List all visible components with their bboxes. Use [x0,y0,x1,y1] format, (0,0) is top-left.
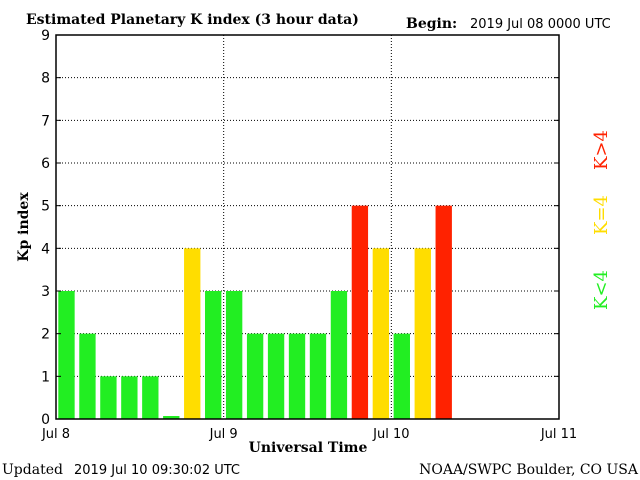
x-tick-label: Jul 10 [372,427,409,442]
x-tick-label: Jul 8 [41,427,70,442]
kp-bar [225,291,243,419]
updated-label: Updated [2,462,63,478]
axis-ticks: 0 1 2 3 4 5 6 7 8 9 Jul 8 Jul 9 Jul 10 Jul 11 [41,28,577,442]
y-tick-label: 4 [41,241,50,257]
y-tick-label: 7 [41,113,50,129]
y-tick-label: 0 [41,412,50,428]
kp-bar [267,333,285,419]
y-tick-label: 9 [41,28,50,44]
legend-high: K>4 [591,130,612,170]
kp-bar [351,205,369,419]
kp-bar [163,416,180,419]
y-tick-label: 2 [41,327,50,343]
kp-bar [393,333,410,419]
kp-bar [330,291,348,419]
x-axis-label: Universal Time [249,440,368,456]
begin-label: Begin: [406,16,457,32]
kp-bar [121,376,138,419]
kp-bar [100,376,117,419]
grid-lines [56,35,559,419]
x-tick-label: Jul 11 [540,427,577,442]
y-tick-label: 8 [41,71,50,87]
legend-low: K<4 [591,270,612,310]
kp-bar [372,248,390,419]
chart-title: Estimated Planetary K index (3 hour data… [26,12,359,28]
kp-bar [142,376,159,419]
bars [58,205,452,419]
kp-bar [205,291,222,419]
y-axis-label: Kp index [16,192,32,262]
y-tick-label: 6 [41,156,50,172]
y-tick-label: 3 [41,284,50,300]
kp-bar [184,248,201,419]
updated-value: 2019 Jul 10 09:30:02 UTC [74,463,240,478]
x-tick-label: Jul 9 [209,427,238,442]
kp-bar [79,333,96,419]
kp-bar [58,291,75,419]
plot-frame [55,34,560,420]
kp-bar [414,248,431,419]
kp-bar [435,205,452,419]
kp-bar [288,333,306,419]
legend-mid: K=4 [591,195,612,235]
credit-text: NOAA/SWPC Boulder, CO USA [419,462,639,478]
begin-value: 2019 Jul 08 0000 UTC [470,17,611,32]
kp-bar [309,333,327,419]
y-tick-label: 1 [41,369,50,385]
kp-bar [246,333,264,419]
y-tick-label: 5 [41,199,50,215]
